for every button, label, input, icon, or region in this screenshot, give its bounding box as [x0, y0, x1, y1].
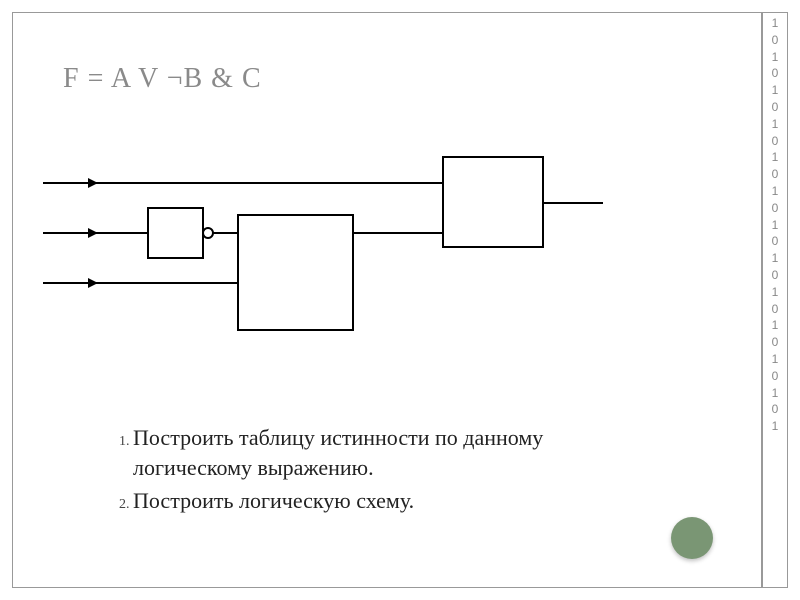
sidebar-bit: 0: [772, 200, 779, 217]
decorative-circle: [671, 517, 713, 559]
sidebar-bit: 1: [772, 82, 779, 99]
task-list: Построить таблицу истинности по данному …: [103, 423, 663, 516]
sidebar-bit: 1: [772, 183, 779, 200]
sidebar-bit: 0: [772, 401, 779, 418]
sidebar-bit: 1: [772, 418, 779, 435]
logic-diagram: [43, 153, 603, 373]
sidebar-bit: 1: [772, 385, 779, 402]
sidebar-bit: 1: [772, 250, 779, 267]
sidebar-bit: 0: [772, 267, 779, 284]
sidebar-bit: 1: [772, 116, 779, 133]
slide-frame: F = A V ¬B & C Построить таблицу истинно…: [12, 12, 762, 588]
sidebar-bit: 1: [772, 217, 779, 234]
sidebar-bit: 0: [772, 368, 779, 385]
sidebar-bit: 0: [772, 166, 779, 183]
sidebar-bit: 0: [772, 301, 779, 318]
sidebar-bit: 0: [772, 65, 779, 82]
binary-sidebar: 1010101010101010101010101: [762, 12, 788, 588]
sidebar-bit: 0: [772, 32, 779, 49]
task-item: Построить таблицу истинности по данному …: [133, 423, 663, 482]
task-list-container: Построить таблицу истинности по данному …: [103, 423, 663, 520]
sidebar-bit: 0: [772, 99, 779, 116]
sidebar-bit: 1: [772, 284, 779, 301]
formula-title: F = A V ¬B & C: [63, 63, 262, 95]
sidebar-bit: 0: [772, 133, 779, 150]
diagram-svg: [43, 153, 603, 373]
sidebar-bit: 1: [772, 351, 779, 368]
sidebar-bit: 1: [772, 317, 779, 334]
sidebar-bit: 1: [772, 49, 779, 66]
sidebar-bit: 0: [772, 233, 779, 250]
sidebar-bit: 0: [772, 334, 779, 351]
sidebar-bit: 1: [772, 149, 779, 166]
sidebar-bit: 1: [772, 15, 779, 32]
task-item: Построить логическую схему.: [133, 486, 663, 516]
